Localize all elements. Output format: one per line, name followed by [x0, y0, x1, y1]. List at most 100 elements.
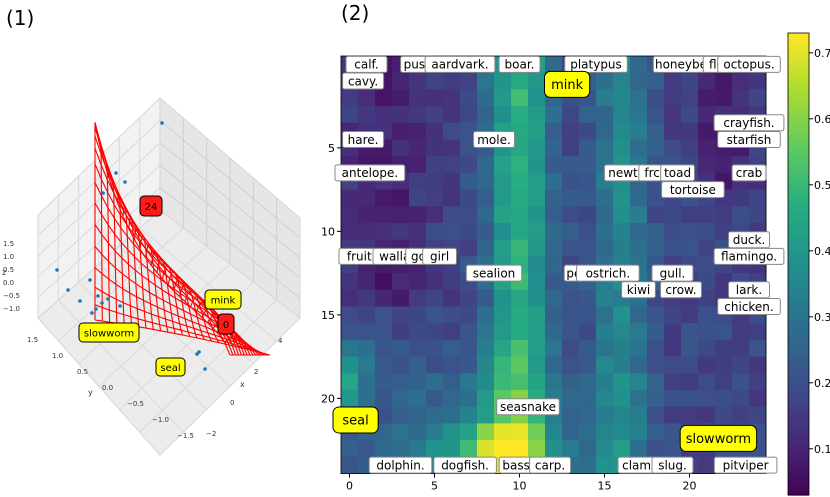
heatmap-cell — [664, 423, 682, 441]
heatmap-cell — [511, 289, 529, 307]
heatmap-label-box — [660, 164, 696, 182]
heatmap-cell — [545, 139, 563, 157]
surface-line — [161, 264, 184, 336]
heatmap-cell — [630, 339, 648, 357]
heatmap-cell — [443, 223, 461, 241]
heatmap-cell — [664, 440, 682, 458]
heatmap-cell — [426, 289, 444, 307]
heatmap-cell — [460, 189, 478, 207]
heatmap-label-box — [368, 456, 433, 474]
heatmap-cell — [426, 223, 444, 241]
heatmap-cell — [579, 423, 597, 441]
heatmap-label-box — [342, 72, 385, 90]
heatmap-cell — [579, 440, 597, 458]
colorbar-segment — [788, 166, 809, 173]
heatmap-cell — [579, 189, 597, 207]
annotation-box — [217, 313, 235, 335]
heatmap-cell — [749, 406, 767, 424]
heatmap-cell — [579, 289, 597, 307]
heatmap-cell — [698, 339, 716, 357]
colorbar-segment — [788, 296, 809, 302]
scatter-point — [101, 191, 105, 195]
heatmap-label-box — [713, 247, 785, 265]
colorbar-segment — [788, 444, 809, 450]
y-tick-label: −0.5 — [127, 400, 144, 408]
heatmap-label: mole. — [477, 133, 511, 147]
heatmap-cell — [443, 206, 461, 224]
heatmap-cell — [460, 172, 478, 190]
heatmap-label: ostrich. — [586, 266, 631, 280]
heatmap-cell — [426, 122, 444, 140]
heatmap-cell — [341, 289, 359, 307]
surface-line — [150, 250, 169, 333]
surface-line — [195, 301, 227, 345]
colorbar-segment — [788, 245, 809, 251]
heatmap-cell — [545, 289, 563, 307]
heatmap-cell — [732, 189, 750, 207]
colorbar-segment — [788, 120, 809, 126]
heatmap-label: slug. — [658, 458, 687, 472]
heatmap-cell — [698, 356, 716, 374]
heatmap-cell — [341, 306, 359, 324]
heatmap-cell — [715, 323, 733, 341]
heatmap-cell — [545, 440, 563, 458]
z-tick-label: 1.5 — [3, 240, 14, 248]
heatmap-cell — [698, 122, 716, 140]
colorbar-segment — [788, 217, 809, 224]
colorbar-segment — [788, 162, 809, 168]
heatmap-cell — [409, 72, 427, 90]
colorbar-segment — [788, 171, 809, 177]
heatmap-cell — [630, 206, 648, 224]
surface-line — [139, 234, 154, 330]
heatmap-cell — [358, 89, 376, 107]
heatmap-cell — [647, 406, 665, 424]
heatmap-cell — [460, 323, 478, 341]
heatmap-cell — [681, 139, 699, 157]
heatmap-cell — [341, 356, 359, 374]
colorbar-segment — [788, 328, 809, 334]
colorbar-segment — [788, 153, 809, 159]
heatmap-label: crow. — [665, 283, 696, 297]
x-tick-label: 0 — [230, 399, 234, 407]
y-axis-label: y — [88, 388, 93, 397]
heatmap-cell — [647, 89, 665, 107]
heatmap-cell — [579, 122, 597, 140]
heatmap-cell — [562, 390, 580, 408]
heatmap-cell — [460, 156, 478, 174]
heatmap-cell — [698, 89, 716, 107]
colorbar-segment — [788, 264, 809, 270]
heatmap-cell — [443, 373, 461, 391]
heatmap-cell — [681, 89, 699, 107]
colorbar-segment — [788, 434, 809, 441]
heatmap-cell — [613, 323, 631, 341]
heatmap-cell — [579, 139, 597, 157]
heatmap-label: girl — [430, 250, 449, 264]
heatmap-cell — [494, 423, 512, 441]
colorbar-segment — [788, 148, 809, 154]
colorbar-segment — [788, 88, 809, 94]
heatmap-cell — [630, 223, 648, 241]
heatmap-cell — [341, 206, 359, 224]
heatmap-cell — [341, 189, 359, 207]
heatmap-cell — [681, 223, 699, 241]
heatmap-cell — [698, 289, 716, 307]
heatmap-cell — [494, 189, 512, 207]
heatmap-cell — [681, 122, 699, 140]
colorbar-segment — [788, 176, 809, 182]
heatmap-cell — [511, 323, 529, 341]
colorbar-segment — [788, 337, 809, 344]
heatmap-cell — [545, 56, 563, 74]
colorbar-segment — [788, 305, 809, 311]
heatmap-cell — [664, 223, 682, 241]
colorbar-segment — [788, 273, 809, 279]
heatmap-cell — [443, 306, 461, 324]
heatmap-cell — [460, 390, 478, 408]
z-tick-label: 1.0 — [3, 253, 14, 261]
heatmap-cell — [749, 339, 767, 357]
y-tick-label: 10 — [321, 225, 335, 238]
heatmap-cell — [528, 239, 546, 257]
colorbar-segment — [788, 490, 809, 496]
surface-line — [184, 289, 213, 342]
x-tick-label: 15 — [598, 480, 612, 493]
